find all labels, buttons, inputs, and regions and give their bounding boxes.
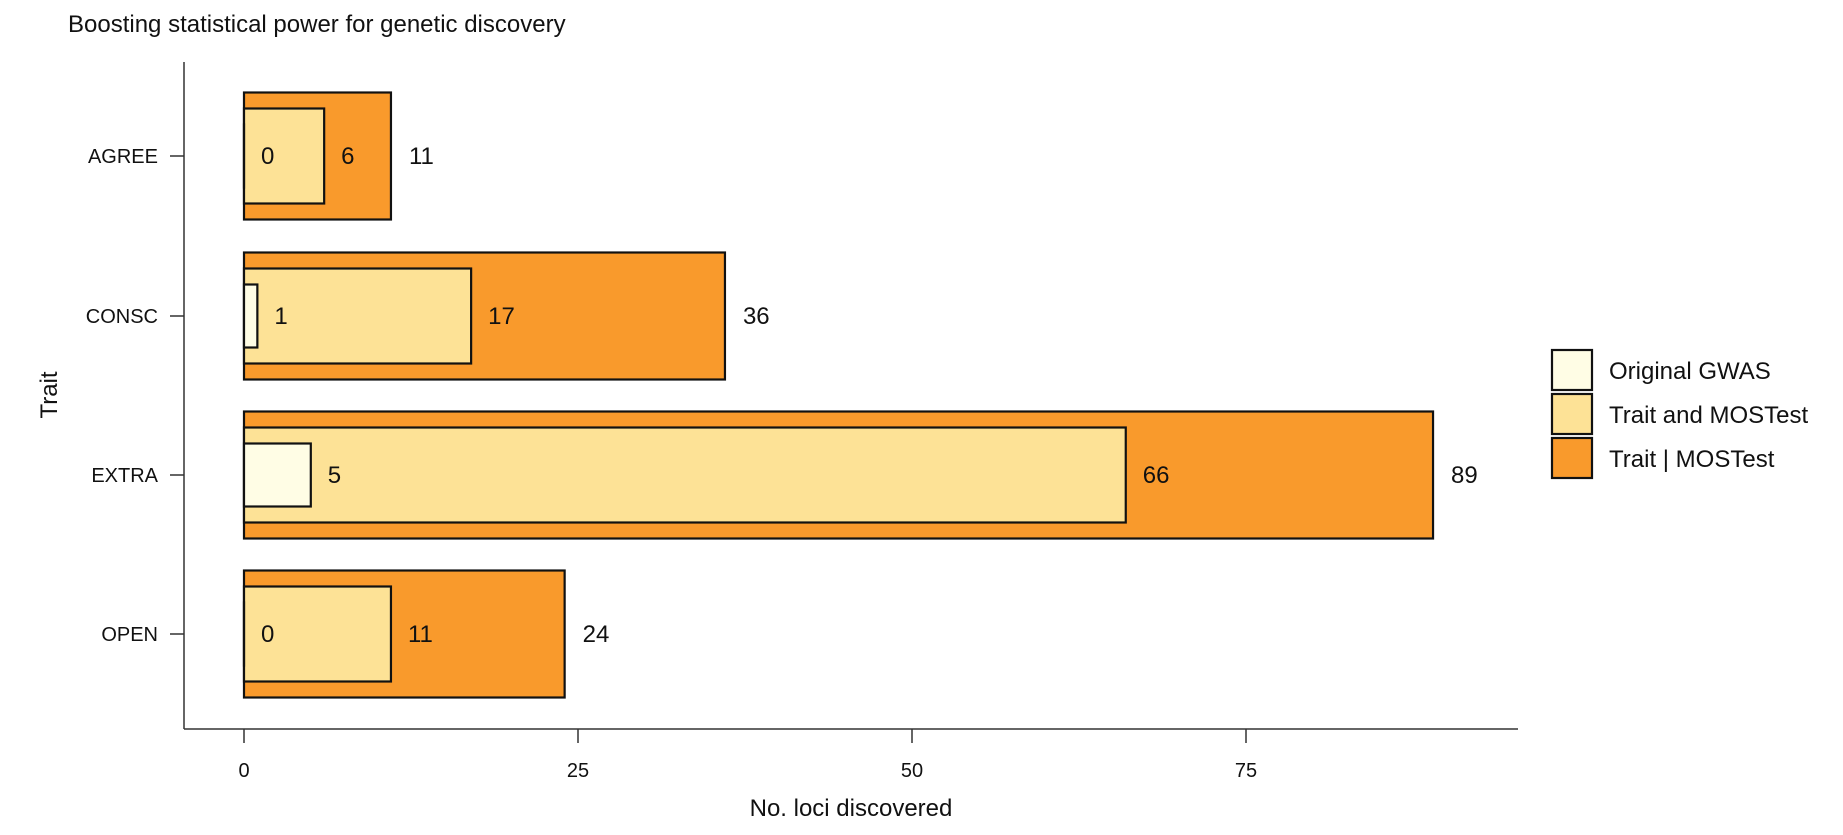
bar-extra-original-gwas (242, 442, 312, 508)
bar-group-consc: 36 17 1 (242, 251, 770, 381)
bar-group-agree: 11 6 0 (242, 91, 434, 221)
legend-swatch-trait-mostest (1550, 436, 1594, 480)
data-label-open-trait-and-mostest: 11 (408, 621, 433, 648)
data-label-extra-original-gwas: 5 (328, 462, 341, 489)
y-axis-ticks: AGREE CONSC EXTRA OPEN (86, 146, 184, 646)
legend: Original GWAS Trait and MOSTest Trait | MO… (1550, 348, 1809, 480)
data-label-open-trait-mostest: 24 (583, 621, 610, 648)
x-axis-title: No. loci discovered (750, 795, 953, 822)
x-tick-label-75: 75 (1235, 760, 1257, 782)
x-tick-label-0: 0 (238, 760, 249, 782)
legend-swatch-trait-and-mostest (1550, 392, 1594, 436)
legend-swatch-original-gwas (1550, 348, 1594, 392)
data-label-consc-original-gwas: 1 (274, 303, 287, 330)
legend-label-trait-and-mostest: Trait and MOSTest (1609, 402, 1809, 429)
y-tick-label-agree: AGREE (88, 146, 158, 168)
data-label-agree-trait-and-mostest: 6 (341, 143, 354, 170)
y-tick-label-open: OPEN (101, 624, 158, 646)
data-label-consc-trait-and-mostest: 17 (488, 303, 515, 330)
plot-area: 11 6 0 36 17 1 89 66 5 24 11 0 (242, 91, 1478, 699)
bar-extra-trait-and-mostest (242, 426, 1127, 524)
x-axis-ticks: 0 25 50 75 (238, 729, 1257, 782)
bar-group-extra: 89 66 5 (242, 410, 1478, 540)
data-label-open-original-gwas: 0 (261, 621, 274, 648)
y-axis-title: Trait (36, 371, 63, 418)
y-tick-label-consc: CONSC (86, 306, 158, 328)
bar-agree-trait-and-mostest (242, 107, 326, 205)
bar-consc-original-gwas (242, 283, 259, 349)
bar-group-open: 24 11 0 (242, 569, 610, 699)
data-label-extra-trait-and-mostest: 66 (1143, 462, 1170, 489)
data-label-consc-trait-mostest: 36 (743, 303, 770, 330)
chart-title: Boosting statistical power for genetic d… (68, 11, 566, 38)
x-tick-label-25: 25 (567, 760, 589, 782)
data-label-agree-trait-mostest: 11 (409, 143, 434, 170)
legend-label-original-gwas: Original GWAS (1609, 358, 1771, 385)
data-label-agree-original-gwas: 0 (261, 143, 274, 170)
data-label-extra-trait-mostest: 89 (1451, 462, 1478, 489)
y-tick-label-extra: EXTRA (91, 465, 158, 487)
x-tick-label-50: 50 (901, 760, 923, 782)
bar-consc-trait-and-mostest (242, 267, 473, 365)
legend-label-trait-mostest: Trait | MOSTest (1609, 446, 1775, 473)
